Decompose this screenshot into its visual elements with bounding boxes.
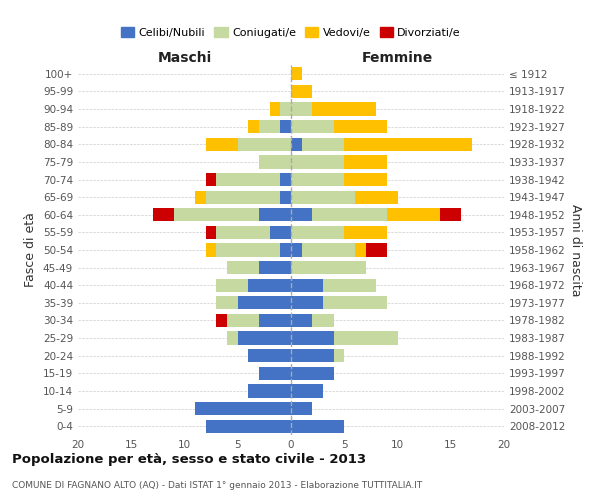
Bar <box>291 349 334 362</box>
Bar <box>334 349 344 362</box>
Bar <box>302 138 344 151</box>
Bar <box>280 173 291 186</box>
Bar <box>291 120 334 134</box>
Bar <box>291 384 323 398</box>
Bar <box>291 156 344 168</box>
Bar <box>355 190 398 204</box>
Bar <box>291 402 313 415</box>
Bar <box>248 120 259 134</box>
Bar <box>291 85 313 98</box>
Bar <box>334 120 387 134</box>
Bar <box>248 278 291 292</box>
Bar <box>313 102 376 116</box>
Bar <box>195 402 291 415</box>
Bar <box>323 278 376 292</box>
Text: Maschi: Maschi <box>157 51 212 65</box>
Bar <box>291 190 355 204</box>
Bar <box>355 244 365 256</box>
Bar <box>344 138 472 151</box>
Bar <box>217 278 248 292</box>
Bar <box>313 314 334 327</box>
Bar <box>280 244 291 256</box>
Text: Popolazione per età, sesso e stato civile - 2013: Popolazione per età, sesso e stato civil… <box>12 452 366 466</box>
Bar <box>291 173 344 186</box>
Bar <box>217 296 238 310</box>
Bar <box>217 226 270 239</box>
Bar <box>280 120 291 134</box>
Text: Femmine: Femmine <box>362 51 433 65</box>
Bar <box>206 190 280 204</box>
Bar <box>259 366 291 380</box>
Bar <box>259 156 291 168</box>
Bar <box>259 261 291 274</box>
Bar <box>440 208 461 222</box>
Bar <box>291 296 323 310</box>
Bar <box>291 278 323 292</box>
Bar <box>174 208 259 222</box>
Bar <box>152 208 174 222</box>
Bar <box>238 332 291 344</box>
Bar <box>238 296 291 310</box>
Bar <box>270 102 280 116</box>
Bar <box>323 296 387 310</box>
Bar <box>291 138 302 151</box>
Bar <box>259 208 291 222</box>
Bar <box>291 102 313 116</box>
Bar <box>206 173 217 186</box>
Bar <box>206 226 217 239</box>
Bar <box>270 226 291 239</box>
Bar <box>280 102 291 116</box>
Bar <box>217 173 280 186</box>
Legend: Celibi/Nubili, Coniugati/e, Vedovi/e, Divorziati/e: Celibi/Nubili, Coniugati/e, Vedovi/e, Di… <box>116 22 466 42</box>
Bar <box>259 314 291 327</box>
Bar <box>291 420 344 433</box>
Bar <box>291 67 302 80</box>
Bar <box>313 208 387 222</box>
Bar <box>206 138 238 151</box>
Bar <box>291 244 302 256</box>
Bar <box>291 261 365 274</box>
Bar <box>344 226 387 239</box>
Bar <box>291 208 313 222</box>
Bar <box>291 226 344 239</box>
Bar <box>206 244 217 256</box>
Bar <box>206 420 291 433</box>
Bar <box>387 208 440 222</box>
Bar <box>334 332 398 344</box>
Bar <box>291 314 313 327</box>
Bar <box>259 120 280 134</box>
Bar <box>195 190 206 204</box>
Y-axis label: Fasce di età: Fasce di età <box>25 212 37 288</box>
Bar <box>238 138 291 151</box>
Y-axis label: Anni di nascita: Anni di nascita <box>569 204 582 296</box>
Bar <box>280 190 291 204</box>
Bar <box>291 366 334 380</box>
Bar <box>291 332 334 344</box>
Bar <box>227 332 238 344</box>
Bar <box>365 244 387 256</box>
Bar <box>248 384 291 398</box>
Bar <box>248 349 291 362</box>
Bar <box>227 261 259 274</box>
Bar <box>302 244 355 256</box>
Bar <box>344 156 387 168</box>
Bar <box>227 314 259 327</box>
Text: COMUNE DI FAGNANO ALTO (AQ) - Dati ISTAT 1° gennaio 2013 - Elaborazione TUTTITAL: COMUNE DI FAGNANO ALTO (AQ) - Dati ISTAT… <box>12 481 422 490</box>
Bar <box>344 173 387 186</box>
Bar <box>217 244 280 256</box>
Bar <box>217 314 227 327</box>
